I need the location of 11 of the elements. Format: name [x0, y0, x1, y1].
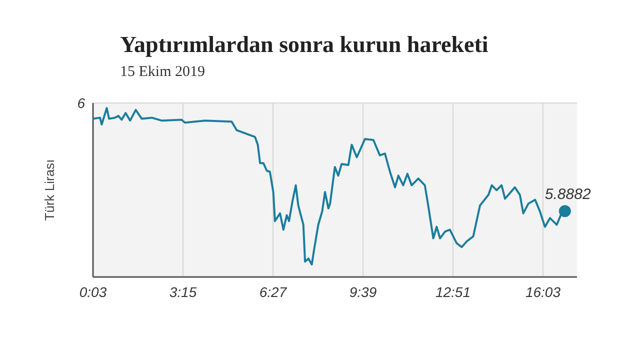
chart-subtitle: 15 Ekim 2019: [120, 64, 205, 80]
x-tick-label: 3:15: [169, 284, 197, 300]
x-tick-label: 9:39: [349, 284, 377, 300]
y-axis-title: Türk Lirası: [42, 159, 57, 221]
x-tick-label: 0:03: [79, 284, 107, 300]
x-tick-label: 16:03: [525, 284, 561, 300]
x-tick-label: 6:27: [259, 284, 288, 300]
text: 6: [77, 95, 86, 111]
chart-title: Yaptırımlardan sonra kurun hareketi: [120, 32, 489, 57]
x-tick-label: 12:51: [435, 284, 470, 300]
annotation: 5.8882: [544, 186, 592, 204]
